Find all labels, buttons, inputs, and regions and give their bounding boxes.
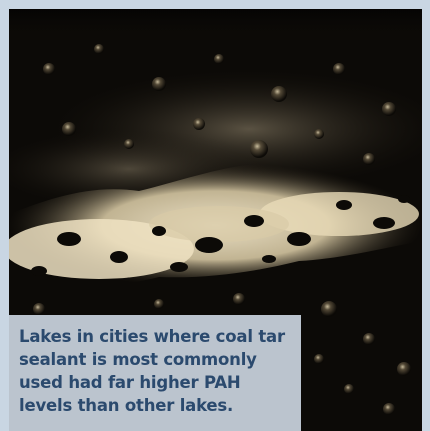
sealant-photo	[9, 9, 422, 431]
caption-box: Lakes in cities where coal tar sealant i…	[9, 315, 301, 431]
caption-text: Lakes in cities where coal tar sealant i…	[19, 327, 285, 415]
wet-coal-tar-sealant-surface-icon	[9, 9, 422, 431]
